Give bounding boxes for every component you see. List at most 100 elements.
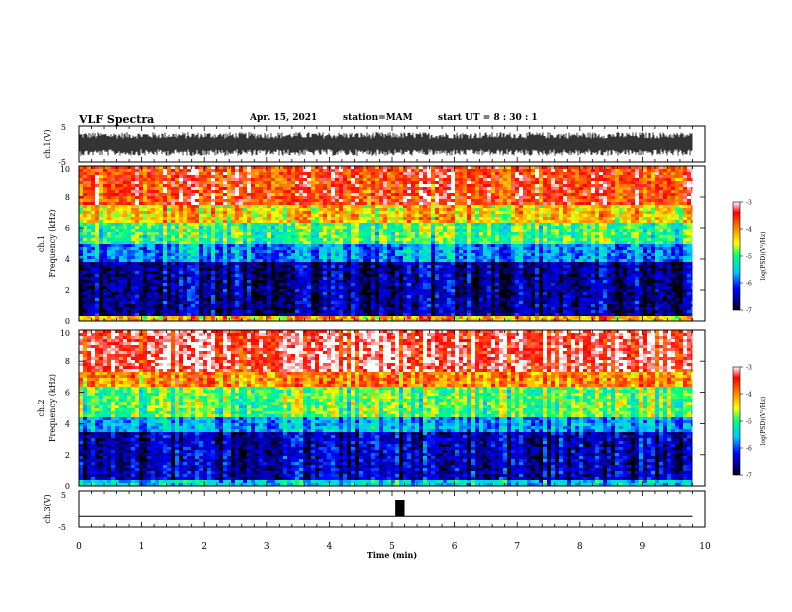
- ch1-spectrogram-cell: [107, 238, 111, 241]
- ch1-spectrogram-cell: [315, 169, 319, 172]
- ch1-spectrogram-cell: [399, 292, 403, 295]
- ch1-spectrogram-cell: [291, 247, 295, 250]
- ch1-spectrogram-cell: [111, 220, 115, 223]
- ch1-spectrogram-cell: [295, 277, 299, 280]
- ch1-spectrogram-cell: [271, 265, 275, 268]
- ch1-spectrogram-cell: [155, 301, 159, 304]
- ch1-spectrogram-cell: [139, 286, 143, 289]
- ch1-spectrogram-cell: [395, 190, 399, 193]
- ch1-spectrogram-cell: [363, 217, 367, 220]
- ch1-spectrogram-cell: [383, 262, 387, 265]
- ch1-spectrogram-cell: [195, 289, 199, 292]
- ch1-spectrogram-cell: [331, 229, 335, 232]
- ch1-spectrogram-cell: [127, 184, 131, 187]
- ch1-spectrogram-cell: [359, 298, 363, 301]
- ch1-spectrogram-cell: [175, 178, 179, 181]
- ch1-spectrogram-cell: [419, 310, 423, 313]
- ch1-spectrogram-cell: [403, 262, 407, 265]
- ch1-spectrogram-cell: [359, 172, 363, 175]
- ch1-spectrogram-cell: [335, 169, 339, 172]
- ch1-spectrogram-cell: [199, 310, 203, 313]
- ch1-spectrogram-cell: [359, 310, 363, 313]
- ch1-spectrogram-cell: [283, 172, 287, 175]
- ch1-spectrogram-cell: [271, 247, 275, 250]
- ch1-spectrogram-cell: [319, 274, 323, 277]
- ch1-spectrogram-cell: [279, 199, 283, 202]
- ch1-spectrogram-cell: [299, 283, 303, 286]
- ch1-spectrogram-cell: [447, 316, 451, 319]
- ch1-spectrogram-cell: [171, 193, 175, 196]
- ch1-spectrogram-cell: [291, 286, 295, 289]
- ch1-spectrogram-cell: [367, 214, 371, 217]
- ch1-spectrogram-cell: [299, 238, 303, 241]
- ch1-spectrogram-cell: [335, 220, 339, 223]
- ch1-spectrogram-cell: [435, 280, 439, 283]
- ch1-spectrogram-cell: [355, 181, 359, 184]
- ch1-spectrogram-cell: [291, 181, 295, 184]
- ch1-spectrogram-cell: [203, 208, 207, 211]
- ch1-spectrogram-cell: [343, 280, 347, 283]
- ch1-spectrogram-cell: [323, 301, 327, 304]
- ch1-spectrogram-cell: [303, 166, 307, 169]
- ch1-spectrogram-cell: [163, 283, 167, 286]
- ch1-spectrogram-cell: [187, 169, 191, 172]
- ch1-spectrogram-cell: [383, 205, 387, 208]
- ch1-spectrogram-cell: [323, 238, 327, 241]
- ch1-spectrogram-cell: [223, 184, 227, 187]
- ch1-spectrogram-cell: [203, 238, 207, 241]
- ch1-spectrogram-cell: [299, 265, 303, 268]
- ch1-spectrogram-cell: [339, 286, 343, 289]
- ch1-spectrogram-cell: [207, 220, 211, 223]
- ch1-spectrogram-cell: [219, 277, 223, 280]
- ch1-spectrogram-cell: [447, 211, 451, 214]
- ch1-spectrogram-cell: [99, 256, 103, 259]
- ch1-spectrogram-cell: [355, 295, 359, 298]
- ch1-spectrogram-cell: [423, 277, 427, 280]
- ch1-spectrogram-cell: [423, 172, 427, 175]
- ch1-spectrogram-cell: [263, 310, 267, 313]
- ch1-spectrogram-cell: [379, 193, 383, 196]
- ch1-spectrogram-cell: [175, 259, 179, 262]
- ch1-spectrogram-cell: [215, 217, 219, 220]
- ch1-spectrogram-cell: [411, 208, 415, 211]
- ch1-spectrogram-cell: [447, 193, 451, 196]
- ch1-spectrogram-cell: [371, 274, 375, 277]
- ch1-spectrogram-cell: [275, 292, 279, 295]
- ch1-spectrogram-cell: [231, 226, 235, 229]
- ch1-spectrogram-cell: [295, 319, 299, 321]
- ch1-spectrogram-cell: [399, 235, 403, 238]
- ch1-spectrogram-cell: [131, 280, 135, 283]
- ch1-spectrogram-cell: [371, 190, 375, 193]
- ch1-spectrogram-cell: [179, 304, 183, 307]
- ch1-spectrogram-cell: [311, 217, 315, 220]
- ch1-spectrogram-cell: [371, 277, 375, 280]
- ch1-spectrogram-cell: [379, 220, 383, 223]
- ch1-spectrogram-cell: [203, 283, 207, 286]
- ch1-spectrogram-cell: [175, 181, 179, 184]
- ch1-spectrogram-cell: [199, 265, 203, 268]
- ch1-spectrogram-cell: [431, 229, 435, 232]
- ch1-spectrogram-cell: [403, 169, 407, 172]
- ch1-spectrogram-cell: [219, 295, 223, 298]
- ch1-spectrogram-cell: [235, 274, 239, 277]
- ch1-spectrogram-cell: [95, 166, 99, 169]
- ch1-spectrogram-cell: [87, 280, 91, 283]
- ch1-spectrogram-cell: [275, 208, 279, 211]
- ch1-spectrogram-cell: [143, 268, 147, 271]
- ch1-spectrogram-cell: [275, 175, 279, 178]
- ch1-spectrogram-cell: [227, 238, 231, 241]
- ch1-spectrogram-cell: [187, 178, 191, 181]
- ch1-spectrogram-cell: [183, 232, 187, 235]
- ch1-spectrogram-cell: [183, 226, 187, 229]
- ch1-spectrogram-cell: [267, 241, 271, 244]
- ch1-spectrogram-cell: [95, 193, 99, 196]
- ch1-spectrogram-cell: [367, 319, 371, 321]
- ch1-spectrogram-cell: [171, 196, 175, 199]
- ch1-spectrogram-cell: [383, 274, 387, 277]
- ch1-spectrogram-cell: [295, 169, 299, 172]
- ch1-spectrogram-cell: [227, 190, 231, 193]
- ch1-spectrogram-cell: [387, 295, 391, 298]
- ch1-spectrogram-cell: [347, 214, 351, 217]
- ch1-spectrogram-cell: [247, 217, 251, 220]
- ch1-spectrogram-cell: [343, 205, 347, 208]
